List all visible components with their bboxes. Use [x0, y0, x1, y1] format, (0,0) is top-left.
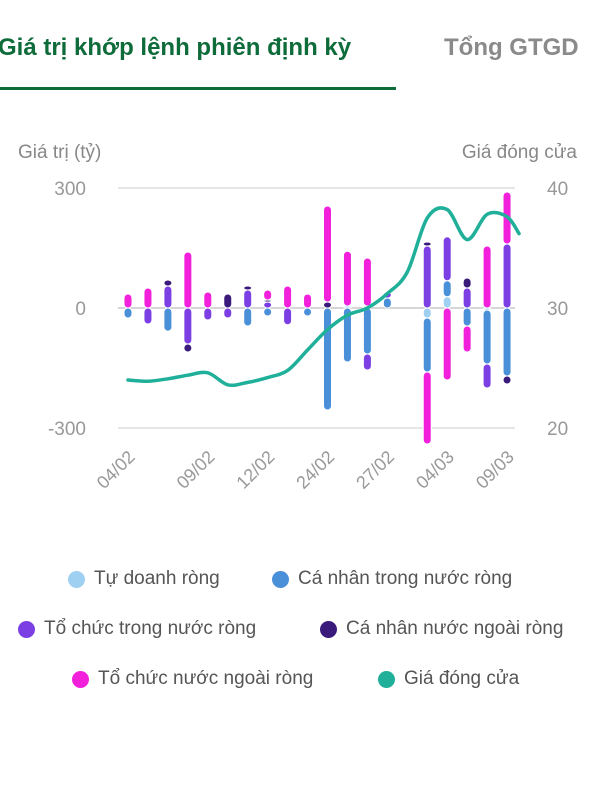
x-tick-label: 09/02: [173, 447, 219, 493]
bar-segment: [163, 307, 173, 332]
left-tick-label: -300: [48, 419, 86, 440]
bar-segment: [183, 343, 193, 353]
bar-segment: [183, 251, 193, 309]
x-tick-label: 04/02: [93, 447, 139, 493]
bar-segment: [422, 241, 432, 247]
bar-segment: [482, 309, 492, 365]
tab-total-trading-value[interactable]: Tổng GTGD: [444, 34, 579, 61]
x-tick-label: 27/02: [352, 447, 398, 493]
closing-price-line: [126, 206, 521, 388]
bar-segment: [223, 307, 233, 319]
bar-segment: [203, 307, 213, 321]
x-tick-label: 09/03: [472, 447, 518, 493]
legend-label: Tự doanh ròng: [94, 568, 220, 589]
legend-item-ca-nhan-trong-nuoc[interactable]: Cá nhân trong nước ròng: [272, 568, 512, 590]
bar-segment: [502, 243, 512, 309]
bar-segment: [422, 371, 432, 445]
bar-segment: [263, 289, 273, 301]
bar-segment: [442, 307, 452, 381]
bar-segment: [422, 307, 432, 319]
bar-segment: [502, 307, 512, 377]
legend-label: Tổ chức trong nước ròng: [44, 618, 257, 639]
bar-segment: [243, 285, 253, 291]
net-trading-chart: Giá trị (tỷ) Giá đóng cửa 300 0 -300 40 30 20…: [18, 142, 578, 493]
bar-segment: [163, 279, 173, 287]
bar-segment: [263, 307, 273, 317]
bar-segment: [243, 289, 253, 309]
bar-segment: [462, 287, 472, 309]
bar-segment: [203, 291, 213, 309]
bar-segment: [462, 307, 472, 327]
legend-label: Cá nhân trong nước ròng: [298, 568, 513, 589]
bar-segment: [342, 307, 352, 363]
bar-segment: [283, 307, 293, 326]
bar-segment: [442, 236, 452, 282]
bar-segment: [303, 307, 313, 317]
left-tick-label: 300: [54, 179, 86, 200]
active-tab-indicator: [0, 87, 396, 90]
legend-marker: [272, 570, 289, 588]
bar-segment: [442, 296, 452, 309]
bar-segment: [342, 250, 352, 307]
right-axis-title: Giá đóng cửa: [462, 142, 578, 163]
legend-item-ca-nhan-nuoc-ngoai[interactable]: Cá nhân nước ngoài ròng: [320, 618, 563, 640]
bar-segment: [183, 307, 193, 345]
legend-label: Tổ chức nước ngoài ròng: [98, 668, 314, 689]
right-tick-label: 40: [547, 179, 568, 200]
x-tick-label: 12/02: [232, 447, 278, 493]
bar-segment: [422, 317, 432, 373]
legend-marker: [68, 570, 85, 588]
bar-segment: [323, 205, 332, 303]
bar-segment: [482, 245, 492, 309]
legend-item-to-chuc-nuoc-ngoai[interactable]: Tổ chức nước ngoài ròng: [72, 668, 313, 690]
bar-segment: [143, 307, 153, 325]
bar-segment: [462, 325, 472, 353]
tab-periodic-matched-value[interactable]: Giá trị khớp lệnh phiên định kỳ: [0, 34, 352, 61]
left-tick-label: 0: [75, 299, 86, 320]
bar-segment: [123, 293, 133, 309]
right-tick-label: 20: [547, 419, 568, 440]
legend-marker: [320, 620, 337, 638]
bar-segment: [303, 293, 313, 309]
chart-legend: Tự doanh ròng Cá nhân trong nước ròng Tổ…: [0, 560, 600, 700]
bar-segment: [362, 257, 372, 307]
right-tick-label: 30: [547, 299, 568, 320]
bar-segment: [163, 285, 173, 309]
legend-marker: [378, 670, 395, 688]
left-axis-title: Giá trị (tỷ): [18, 142, 101, 163]
bar-segment: [382, 297, 392, 309]
tab-bar: Giá trị khớp lệnh phiên định kỳ Tổng GTG…: [0, 0, 600, 90]
bar-segment: [223, 293, 233, 309]
bar-segment: [323, 307, 332, 411]
bar-segment: [143, 287, 153, 309]
x-tick-label: 04/03: [412, 447, 458, 493]
bar-segment: [283, 285, 293, 309]
legend-item-to-chuc-trong-nuoc[interactable]: Tổ chức trong nước ròng: [18, 618, 256, 640]
bar-segment: [482, 363, 492, 389]
bar-segment: [442, 280, 452, 298]
bar-segment: [263, 301, 273, 309]
bar-segment: [362, 353, 372, 371]
bar-segment: [362, 307, 372, 355]
closing-price-path: [126, 206, 521, 388]
legend-marker: [72, 670, 89, 688]
stacked-bars: [123, 191, 512, 445]
x-tick-label: 24/02: [292, 447, 338, 493]
legend-item-gia-dong-cua[interactable]: Giá đóng cửa: [378, 668, 519, 690]
bar-segment: [422, 245, 432, 309]
legend-item-tu-doanh[interactable]: Tự doanh ròng: [68, 568, 220, 590]
legend-marker: [18, 620, 35, 638]
legend-label: Giá đóng cửa: [404, 668, 520, 689]
bar-segment: [123, 307, 133, 319]
bar-segment: [462, 277, 472, 289]
bar-segment: [243, 307, 253, 327]
legend-label: Cá nhân nước ngoài ròng: [346, 618, 564, 639]
bar-segment: [502, 375, 512, 385]
bar-segment: [323, 301, 332, 309]
